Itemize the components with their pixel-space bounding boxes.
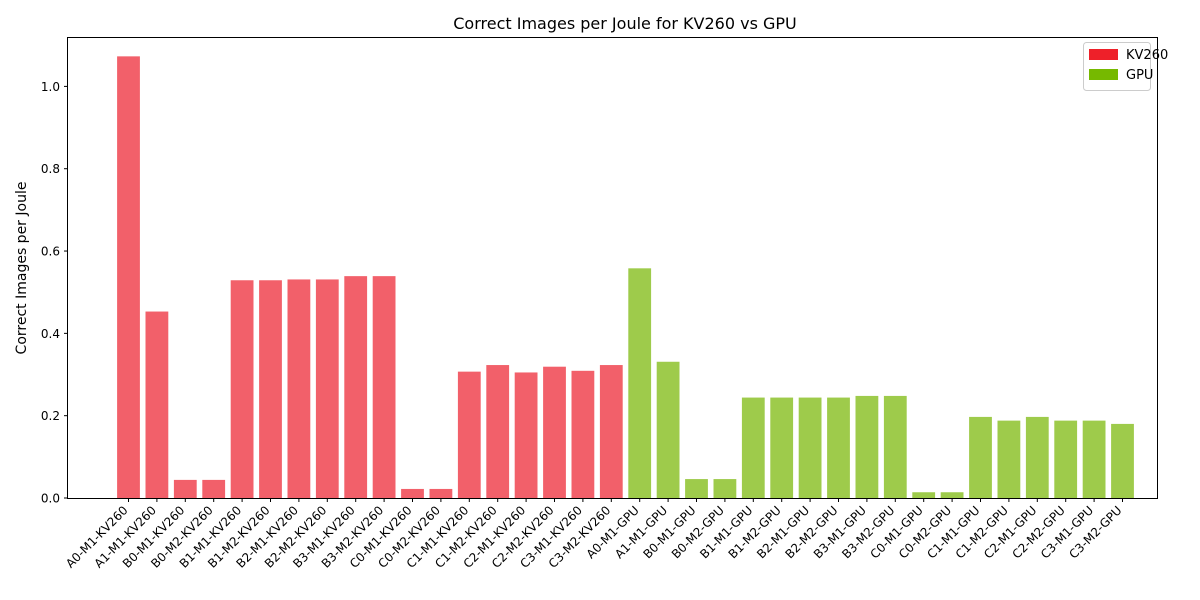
bar-a1-m1-kv260 [145,311,169,498]
bar-b0-m2-kv260 [202,479,226,498]
bar-c0-m2-gpu [940,492,964,498]
bar-a0-m1-gpu [628,268,652,498]
y-axis-label: Correct Images per Joule [14,182,30,355]
bar-c2-m1-gpu [1025,416,1049,498]
bar-b1-m1-kv260 [230,280,254,498]
bar-c0-m1-gpu [912,492,936,498]
legend-label-gpu: GPU [1126,68,1153,83]
bar-c1-m1-gpu [969,416,992,498]
bar-b3-m2-gpu [883,395,907,498]
bar-a0-m1-kv260 [117,56,140,498]
bar-b3-m1-gpu [855,395,879,498]
bar-c3-m1-gpu [1082,420,1106,498]
bar-b0-m2-gpu [713,479,737,498]
y-axis: 0.0 0.2 0.4 0.6 0.8 1.0 [41,80,68,506]
bar-b3-m2-kv260 [372,276,396,498]
bar-b1-m2-gpu [770,397,794,498]
y-tick-label: 1.0 [41,80,60,94]
bar-c2-m2-gpu [1054,420,1078,498]
bar-c1-m2-gpu [997,420,1021,498]
legend-swatch-gpu [1089,69,1118,80]
bar-b0-m1-gpu [685,479,708,498]
chart-title: Correct Images per Joule for KV260 vs GP… [453,14,797,33]
plot-frame [67,37,1158,499]
bar-b0-m1-kv260 [173,479,197,498]
y-tick-label: 0.0 [41,492,60,506]
bar-a1-m1-gpu [656,361,680,498]
bar-c0-m2-kv260 [429,488,453,498]
y-tick-label: 0.8 [41,162,60,176]
y-tick-label: 0.2 [41,409,60,423]
bars-layer [117,56,1134,498]
bar-b2-m2-gpu [827,397,850,498]
bar-b3-m1-kv260 [344,276,368,498]
y-tick-label: 0.4 [41,327,60,341]
bar-c2-m2-kv260 [543,366,566,498]
bar-c2-m1-kv260 [514,372,538,498]
bar-b2-m1-kv260 [287,279,311,498]
bar-b2-m1-gpu [798,397,822,498]
bar-c3-m2-kv260 [599,365,623,498]
x-axis: A0-M1-KV260A1-M1-KV260B0-M1-KV260B0-M2-K… [63,498,1125,571]
bar-c0-m1-kv260 [401,488,424,498]
bar-c3-m1-kv260 [571,370,595,498]
legend-swatch-kv260 [1089,49,1118,60]
bar-c1-m1-kv260 [457,371,481,498]
legend-label-kv260: KV260 [1126,48,1168,63]
legend: KV260 GPU [1083,42,1168,91]
bar-b1-m2-kv260 [259,280,282,498]
bar-c3-m2-gpu [1111,423,1134,498]
bar-c1-m2-kv260 [486,365,510,498]
y-tick-label: 0.6 [41,245,60,259]
bar-b1-m1-gpu [741,397,765,498]
bar-b2-m2-kv260 [315,279,339,498]
